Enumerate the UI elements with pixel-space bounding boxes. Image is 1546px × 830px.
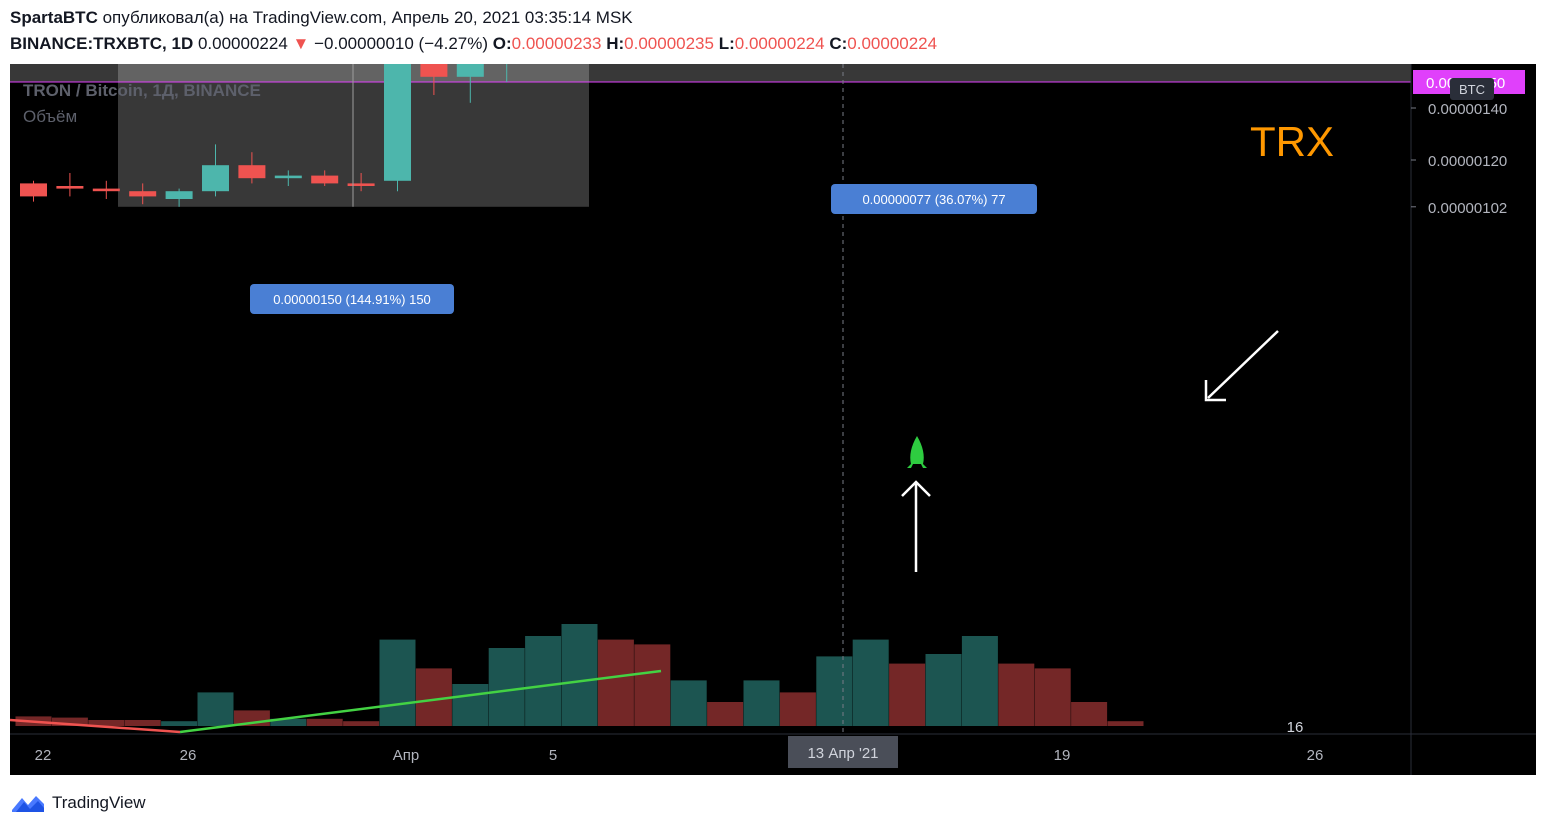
candle-body: [274, 175, 302, 179]
volume-bar: [779, 692, 816, 726]
candle-body: [92, 188, 120, 192]
reference-lines-layer: [10, 64, 1411, 764]
volume-bar: [124, 720, 161, 726]
volume-bar: [561, 624, 598, 726]
currency-badge: BTC: [1459, 82, 1485, 97]
author-name[interactable]: SpartaBTC: [10, 8, 98, 27]
y-axis-layer: 0.00000102 0.00000120 0.00000140 0.00000160…: [1410, 64, 1525, 775]
volume-bar: [961, 636, 998, 726]
measure-label-2: 0.00000077 (36.07%) 77: [862, 192, 1005, 207]
open-label: O:: [492, 34, 512, 53]
y-tick-label: 0.00000102: [1428, 200, 1507, 217]
candle-body: [56, 186, 84, 189]
close-value: 0.00000224: [847, 34, 938, 53]
volume-bar: [707, 702, 744, 726]
volume-bar: [670, 680, 707, 726]
white-arrow-shaft: [1207, 330, 1279, 399]
volume-bar: [743, 680, 780, 726]
legend-volume: Объём: [23, 107, 77, 126]
x-tick-label: 16: [1287, 719, 1304, 736]
publication-line: SpartaBTC опубликовал(а) на TradingView.…: [10, 8, 633, 28]
tradingview-logo-icon[interactable]: [10, 792, 46, 814]
candle-body: [420, 64, 448, 77]
candle-body: [20, 183, 47, 197]
chart-frame[interactable]: 0.00000150 (144.91%) 150 0.00000077 (36.0…: [10, 64, 1536, 775]
low-value: 0.00000224: [734, 34, 825, 53]
volume-trend-up: [179, 669, 662, 734]
y-tick-label: 0.00000120: [1428, 153, 1507, 170]
candle-body: [202, 165, 229, 192]
volume-bar: [925, 654, 962, 726]
volume-bar: [161, 721, 198, 726]
low-label: L:: [718, 34, 735, 53]
volume-bar: [852, 639, 889, 726]
candle-body: [347, 183, 375, 186]
volume-layer: [15, 624, 1144, 726]
volume-bar: [1071, 702, 1108, 726]
support-zone: [10, 64, 1411, 82]
volume-trend-down: [10, 718, 181, 734]
candle-body: [165, 191, 193, 199]
y-tick-label: 0.00000140: [1428, 101, 1507, 118]
volume-bar: [597, 639, 634, 726]
x-tick-label: 22: [35, 747, 52, 764]
legend-title: TRON / Bitcoin, 1Д, BINANCE: [23, 81, 261, 100]
x-tick-label: Апр: [393, 747, 419, 764]
measure-label-2-bg: [831, 184, 1037, 214]
drawings-layer: 0.00000150 (144.91%) 150 0.00000077 (36.0…: [10, 64, 1279, 734]
rocket-icon: [907, 436, 927, 468]
volume-bar: [197, 692, 234, 726]
footer: TradingView: [10, 792, 146, 814]
last-price: 0.00000224: [197, 34, 288, 53]
measure-label-1-bg: [250, 284, 454, 314]
ohlc-line: BINANCE:TRXBTC, 1D 0.00000224 ▼ −0.00000…: [10, 34, 937, 54]
open-value: 0.00000233: [511, 34, 602, 53]
volume-bar: [1107, 721, 1144, 726]
candle-body: [311, 175, 339, 184]
volume-bar: [816, 656, 853, 726]
volume-bar: [343, 721, 380, 726]
volume-bar: [270, 718, 307, 726]
up-arrow-head: [901, 480, 931, 497]
x-tick-label: 26: [180, 747, 197, 764]
volume-bar: [998, 663, 1035, 726]
close-label: C:: [829, 34, 848, 53]
volume-bar: [51, 717, 88, 726]
volume-bar: [306, 718, 343, 726]
volume-bar: [488, 648, 525, 726]
candles-layer: [20, 64, 508, 207]
candle-body: [456, 64, 484, 77]
volume-bar: [889, 663, 926, 726]
y-tick-label: 0.00000160: [1428, 64, 1507, 66]
price-change: −0.00000010 (−4.27%): [314, 34, 489, 53]
high-value: 0.00000235: [624, 34, 714, 53]
measure-label-1: 0.00000150 (144.91%) 150: [273, 292, 431, 307]
x-tick-label: 19: [1054, 747, 1071, 764]
change-arrow-icon: ▼: [292, 34, 310, 53]
crosshair-date-label: 13 Апр '21: [807, 745, 878, 762]
volume-bar: [1034, 668, 1071, 726]
x-tick-label: 5: [549, 747, 557, 764]
crosshair-date-bg: [788, 736, 898, 768]
candle-body: [129, 191, 157, 197]
high-label: H:: [606, 34, 625, 53]
trx-annotation: TRX: [1250, 118, 1334, 165]
currency-badge-bg: [1450, 78, 1494, 100]
x-tick-label: 26: [1307, 747, 1324, 764]
volume-bar: [634, 644, 671, 726]
candle-body: [238, 165, 266, 179]
candle-body: [384, 64, 411, 181]
volume-bar: [88, 720, 125, 726]
symbol-label: BINANCE:TRXBTC, 1D: [10, 34, 194, 53]
published-text: опубликовал(а) на TradingView.com, Апрел…: [102, 8, 633, 27]
footer-brand[interactable]: TradingView: [52, 793, 146, 812]
volume-bar: [379, 639, 416, 726]
volume-bar: [452, 684, 489, 726]
volume-bar: [525, 636, 562, 726]
chart-svg[interactable]: 0.00000150 (144.91%) 150 0.00000077 (36.0…: [10, 64, 1536, 775]
white-arrow-head: [1204, 380, 1226, 402]
